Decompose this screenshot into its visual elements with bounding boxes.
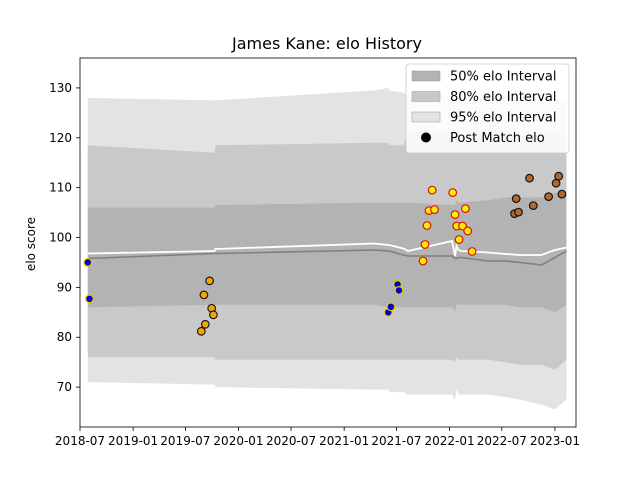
legend-box [405, 63, 570, 154]
legend-marker [421, 132, 431, 143]
post-match-point [418, 256, 428, 266]
x-tick-label: 2020-01 [213, 434, 263, 448]
y-tick-label: 70 [57, 380, 72, 394]
post-match-point [196, 326, 206, 336]
post-match-point [554, 171, 564, 181]
axes-frame [79, 57, 577, 428]
chart-title: James Kane: elo History [231, 34, 422, 53]
y-tick-label: 90 [57, 280, 72, 294]
x-tick-label: 2021-07 [371, 434, 421, 448]
y-tick-label: 130 [49, 81, 72, 95]
legend-label: 50% elo Interval [450, 70, 557, 85]
legend-label: 95% elo Interval [450, 111, 557, 126]
legend-swatch [411, 111, 441, 123]
y-tick-label: 100 [49, 231, 72, 245]
legend: 50% elo Interval 80% elo Interval 95% elo … [405, 63, 570, 154]
legend-swatch [411, 91, 441, 102]
post-match-point [514, 207, 523, 217]
post-match-points [83, 171, 567, 336]
post-match-point [544, 192, 553, 202]
legend-label: Post Match elo [450, 131, 545, 146]
post-match-point [422, 221, 432, 230]
post-match-point [525, 173, 534, 183]
plot-area [83, 87, 567, 410]
post-match-point [427, 185, 437, 195]
post-match-point [394, 286, 404, 295]
post-match-point [200, 319, 210, 329]
post-match-point [511, 194, 521, 204]
y-tick-label: 120 [49, 131, 72, 145]
post-match-point [454, 235, 464, 244]
post-match-point [386, 302, 396, 312]
x-axis-ticks: 2018-07 2019-01 2019-07 2020-01 2020-07 2021-… [55, 427, 580, 448]
post-match-point [420, 240, 430, 249]
post-match-point [467, 247, 477, 256]
post-match-point [199, 290, 209, 300]
mean-elo-line [87, 239, 567, 257]
x-tick-label: 2020-07 [266, 434, 316, 448]
trend-lines [87, 239, 567, 266]
post-match-point [557, 189, 567, 199]
x-tick-label: 2022-01 [424, 434, 474, 448]
y-tick-label: 110 [49, 181, 72, 195]
x-tick-label: 2021-01 [319, 434, 369, 448]
post-match-point [430, 205, 439, 215]
post-match-point [458, 221, 467, 231]
y-axis-ticks: 70 80 90 100 110 120 130 [49, 81, 80, 394]
y-axis-label: elo score [24, 217, 38, 271]
x-tick-label: 2019-01 [108, 434, 158, 448]
post-match-point [461, 204, 470, 214]
post-match-point [83, 258, 93, 267]
x-tick-label: 2018-07 [55, 434, 105, 448]
post-match-point [528, 201, 538, 211]
median-elo-line [87, 249, 567, 266]
post-match-point [463, 226, 473, 236]
x-tick-label: 2023-01 [530, 434, 580, 448]
post-match-point [448, 188, 458, 198]
post-match-point [450, 210, 460, 220]
y-tick-label: 80 [57, 330, 72, 344]
post-match-point [205, 276, 215, 286]
post-match-point [85, 294, 94, 304]
legend-label: 80% elo Interval [450, 90, 557, 105]
legend-swatch [411, 70, 441, 82]
x-tick-label: 2019-07 [160, 434, 210, 448]
interval-bands [87, 87, 567, 410]
x-tick-label: 2022-07 [477, 434, 527, 448]
post-match-point [208, 310, 218, 320]
